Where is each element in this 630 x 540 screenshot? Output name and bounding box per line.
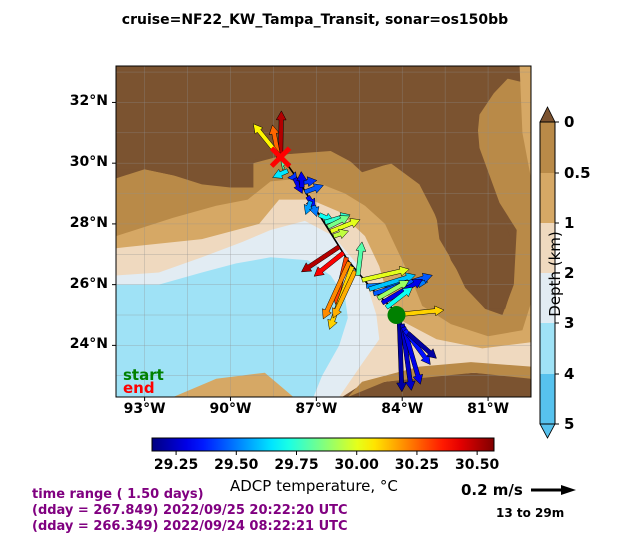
velocity-vector-24 (355, 241, 367, 277)
cuba-shelf (347, 362, 531, 397)
depth-band-4 (540, 323, 555, 374)
lat-tick-label: 24°N (69, 336, 108, 353)
velocity-vector-4 (272, 168, 289, 179)
velocity-vector-12 (308, 204, 320, 218)
velocity-vector-15 (326, 215, 351, 230)
velocity-vector-37 (406, 331, 437, 359)
depth-band-3 (540, 273, 555, 323)
scale-arrow-head (561, 485, 576, 495)
temperature-tick-label: 29.25 (153, 457, 199, 473)
velocity-vector-21 (322, 260, 352, 320)
lat-tick-label: 28°N (69, 214, 108, 231)
depth-band-0 (540, 122, 555, 173)
velocity-vector-27 (368, 272, 416, 292)
velocity-scale-label: 0.2 m/s (461, 481, 523, 499)
velocity-vector-9 (303, 183, 324, 195)
end-legend: end (123, 379, 155, 397)
abyssal-band (116, 257, 348, 397)
velocity-vector-6 (292, 177, 304, 194)
velocity-vector-18 (300, 244, 341, 273)
depth-band-5 (540, 374, 555, 424)
depth-band-1 (540, 173, 555, 223)
lat-tick-label: 26°N (69, 275, 108, 292)
velocity-vector-29 (376, 280, 410, 301)
start-time-text: (dday = 266.349) 2022/09/24 08:22:21 UTC (32, 519, 348, 534)
lon-tick-label: 84°W (381, 401, 424, 417)
depth-tick-label: 2 (564, 264, 575, 282)
depth-tick-label: 4 (564, 365, 575, 383)
depth-tick-label: 1 (564, 214, 575, 232)
depth-tick-label: 5 (564, 415, 575, 433)
depth-colorbar-label: Depth (km) (546, 231, 564, 317)
depth-extend-top (539, 106, 556, 123)
temperature-tick-label: 29.50 (214, 457, 259, 473)
velocity-vector-16 (329, 218, 361, 234)
velocity-vector-31 (384, 286, 413, 310)
depth-tick-label: 3 (564, 314, 575, 332)
end-time-text: (dday = 267.849) 2022/09/25 20:22:20 UTC (32, 503, 348, 518)
temperature-tick-label: 29.75 (274, 457, 319, 473)
depth-tick-label: 0 (564, 113, 575, 131)
cuba (342, 372, 531, 397)
temperature-tick-label: 30.25 (394, 457, 440, 473)
lon-tick-label: 90°W (209, 401, 252, 417)
lon-tick-label: 81°W (467, 401, 510, 417)
atlantic-slope (519, 66, 531, 179)
start-marker (387, 306, 406, 325)
temperature-tick-label: 30.00 (334, 457, 379, 473)
map-area (116, 66, 531, 397)
end-marker (269, 146, 292, 168)
velocity-vector-23 (332, 269, 358, 319)
lat-tick-label: 32°N (69, 93, 108, 110)
temperature-colorbar (151, 437, 495, 452)
depth-extend-bottom (539, 423, 556, 439)
lat-tick-label: 30°N (69, 154, 108, 171)
velocity-vector-11 (303, 200, 314, 216)
temperature-colorbar-label: ADCP temperature, °C (230, 477, 398, 495)
lon-tick-label: 87°W (295, 401, 338, 417)
plot-frame (115, 65, 532, 398)
depth-range-label: 13 to 29m (496, 506, 565, 520)
temperature-tick-label: 30.50 (454, 457, 500, 473)
depth-tick-label: 0.5 (564, 164, 591, 182)
velocity-vector-17 (332, 228, 350, 240)
velocity-vector-25 (361, 265, 410, 283)
chart-title: cruise=NF22_KW_Tampa_Transit, sonar=os15… (121, 12, 509, 28)
velocity-vector-19 (313, 250, 346, 277)
lon-tick-label: 93°W (123, 401, 166, 417)
velocity-vector-8 (296, 170, 308, 188)
start-legend: start (123, 366, 164, 384)
velocity-vector-30 (380, 279, 423, 306)
coastline (116, 66, 520, 309)
yucatan-shelf (116, 372, 294, 397)
time-range-text: time range ( 1.50 days) (32, 487, 204, 502)
depth-band-2 (540, 223, 555, 273)
